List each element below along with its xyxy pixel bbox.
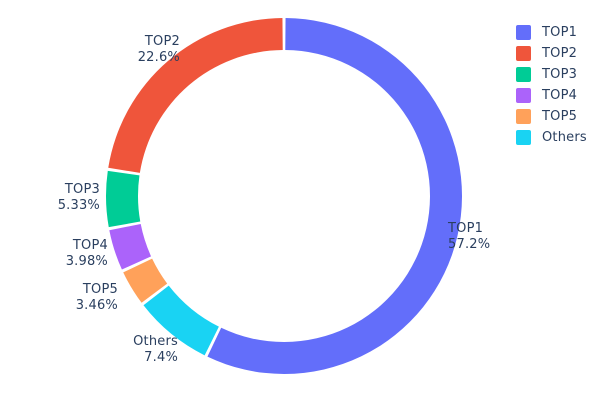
slice-label-others-percent: 7.4% — [144, 350, 178, 365]
legend-swatch-icon — [516, 109, 531, 124]
legend-item-top4[interactable]: TOP4 — [516, 85, 600, 106]
slice-label-top5-name: TOP5 — [82, 282, 118, 297]
donut-slice-top1[interactable] — [207, 18, 462, 375]
slice-label-top1-name: TOP1 — [448, 221, 484, 236]
slice-label-others-name: Others — [133, 334, 178, 349]
slice-label-top5-percent: 3.46% — [75, 298, 118, 313]
slice-label-top2: TOP2 22.6% — [100, 34, 180, 66]
slice-label-top3-name: TOP3 — [64, 182, 100, 197]
legend-swatch-icon — [516, 88, 531, 103]
slice-label-top4-name: TOP4 — [72, 238, 108, 253]
legend-swatch-icon — [516, 25, 531, 40]
legend-item-label: TOP2 — [542, 46, 578, 61]
slice-label-top2-percent: 22.6% — [137, 50, 180, 65]
slice-label-top1: TOP1 57.2% — [448, 221, 528, 253]
legend-item-label: TOP4 — [542, 88, 578, 103]
legend-swatch-icon — [516, 46, 531, 61]
slice-label-top1-percent: 57.2% — [448, 237, 491, 252]
chart-legend: TOP1 TOP2 TOP3 TOP4 TOP5 Others — [516, 22, 600, 148]
donut-slice-top4[interactable] — [109, 224, 152, 270]
donut-slice-top3[interactable] — [106, 170, 141, 228]
slice-label-top5: TOP5 3.46% — [38, 282, 118, 314]
slice-label-others: Others 7.4% — [98, 334, 178, 366]
legend-item-others[interactable]: Others — [516, 127, 600, 148]
slice-label-top4: TOP4 3.98% — [28, 238, 108, 270]
legend-item-label: TOP3 — [542, 67, 578, 82]
donut-slice-top5[interactable] — [123, 258, 168, 303]
legend-swatch-icon — [516, 130, 531, 145]
donut-slice-top2[interactable] — [108, 18, 283, 173]
slice-label-top2-name: TOP2 — [144, 34, 180, 49]
slice-label-top3: TOP3 5.33% — [20, 182, 100, 214]
slice-label-top4-percent: 3.98% — [65, 254, 108, 269]
legend-item-label: Others — [542, 130, 587, 145]
legend-item-top1[interactable]: TOP1 — [516, 22, 600, 43]
legend-swatch-icon — [516, 67, 531, 82]
legend-item-top5[interactable]: TOP5 — [516, 106, 600, 127]
legend-item-label: TOP1 — [542, 25, 578, 40]
legend-item-top3[interactable]: TOP3 — [516, 64, 600, 85]
slice-label-top3-percent: 5.33% — [57, 198, 100, 213]
legend-item-top2[interactable]: TOP2 — [516, 43, 600, 64]
legend-item-label: TOP5 — [542, 109, 578, 124]
donut-slice-others[interactable] — [143, 285, 219, 356]
